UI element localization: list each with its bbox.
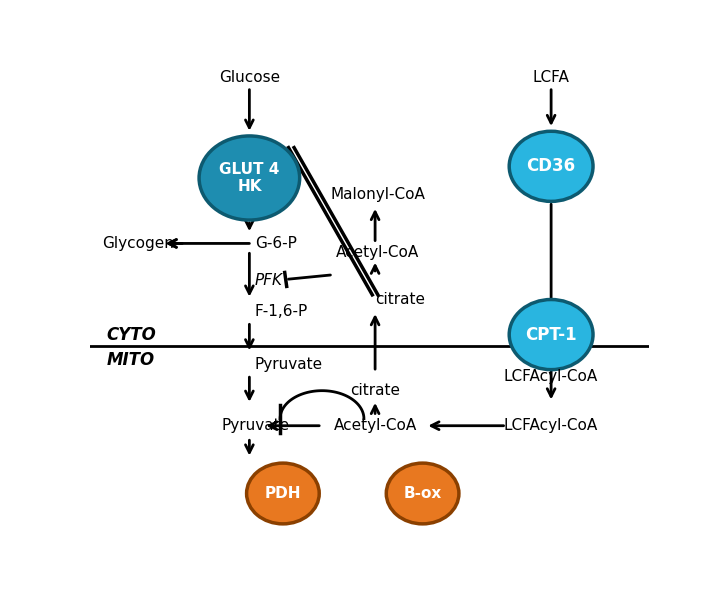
Text: Pyruvate: Pyruvate [221, 418, 290, 433]
Text: Acetyl-CoA: Acetyl-CoA [334, 418, 417, 433]
Text: G-6-P: G-6-P [255, 236, 297, 251]
Ellipse shape [509, 299, 593, 370]
Text: CD36: CD36 [526, 157, 575, 175]
Text: Glucose: Glucose [218, 70, 280, 84]
Text: Glycogen: Glycogen [102, 236, 174, 251]
Ellipse shape [247, 463, 319, 524]
Text: MITO: MITO [107, 351, 155, 369]
Ellipse shape [509, 131, 593, 202]
Text: PFK: PFK [255, 273, 283, 288]
Text: LCFAcyl-CoA: LCFAcyl-CoA [504, 418, 598, 433]
Text: GLUT 4
HK: GLUT 4 HK [219, 162, 280, 194]
Ellipse shape [199, 136, 300, 220]
Text: B-ox: B-ox [404, 486, 442, 501]
Text: PDH: PDH [265, 486, 301, 501]
Text: Malonyl-CoA: Malonyl-CoA [330, 187, 425, 202]
Text: LCFA: LCFA [533, 70, 570, 84]
Text: Acetyl-CoA: Acetyl-CoA [336, 245, 420, 260]
Text: F-1,6-P: F-1,6-P [255, 304, 308, 319]
Ellipse shape [386, 463, 459, 524]
Text: citrate: citrate [350, 383, 400, 398]
Text: CYTO: CYTO [107, 325, 156, 344]
Text: Pyruvate: Pyruvate [255, 358, 323, 373]
Text: citrate: citrate [375, 292, 425, 307]
Text: CPT-1: CPT-1 [526, 325, 577, 344]
Text: LCFAcyl-CoA: LCFAcyl-CoA [504, 369, 598, 384]
